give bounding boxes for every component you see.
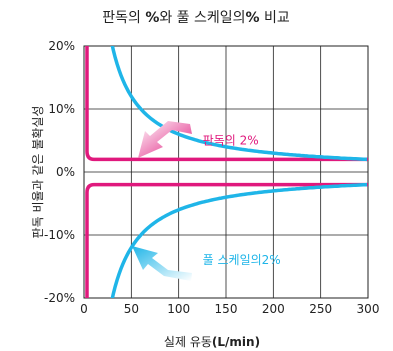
- y-tick-label: 10%: [48, 102, 75, 116]
- annotation-arrows: [132, 121, 192, 281]
- x-tick-label: 200: [262, 302, 285, 316]
- x-tick-label: 100: [167, 302, 190, 316]
- y-tick-label: 0%: [56, 165, 75, 179]
- full-scale-band-line: [110, 182, 368, 298]
- plot-frame: [83, 45, 369, 299]
- title-suffix: 비교: [260, 10, 290, 26]
- x-tick-label: 150: [215, 302, 238, 316]
- x-tick-label: 50: [124, 302, 139, 316]
- title-mid: 와 풀 스케일의: [159, 10, 245, 26]
- series-layer: [85, 46, 368, 298]
- x-axis-label-unit: (L/min): [212, 335, 260, 349]
- title-bold-b: %: [246, 10, 260, 26]
- reading-band-line: [85, 46, 368, 162]
- x-axis-label: 실제 유동(L/min): [164, 335, 260, 349]
- y-axis-ticks: 20% 10% 0% -10% -20%: [44, 39, 75, 305]
- x-tick-label: 300: [357, 302, 380, 316]
- annotation-label: 판독의 2%: [203, 134, 259, 148]
- title-prefix: 판독의: [102, 10, 145, 26]
- y-tick-label: 20%: [48, 39, 75, 53]
- x-tick-label: 0: [80, 302, 88, 316]
- y-tick-label: -10%: [44, 228, 75, 242]
- chart-title: 판독의 %와 풀 스케일의% 비교: [102, 10, 290, 26]
- x-axis-label-prefix: 실제 유동: [164, 335, 212, 349]
- y-tick-label: -20%: [44, 291, 75, 305]
- annotation-label: 풀 스케일의2%: [203, 253, 281, 267]
- y-axis-label: 판독 비율과 같은 불확실성: [31, 106, 45, 239]
- annotations: 판독의 2% 풀 스케일의2%: [203, 134, 281, 268]
- x-tick-label: 250: [309, 302, 332, 316]
- grid: [84, 46, 368, 298]
- x-axis-ticks: 0 50 100 150 200 250 300: [80, 302, 379, 316]
- reading-arrow-icon: [138, 121, 192, 158]
- full-scale-arrow-icon: [132, 246, 192, 281]
- reading-band-line: [85, 182, 368, 298]
- full-scale-band-line: [110, 46, 368, 162]
- title-bold-a: %: [145, 10, 159, 26]
